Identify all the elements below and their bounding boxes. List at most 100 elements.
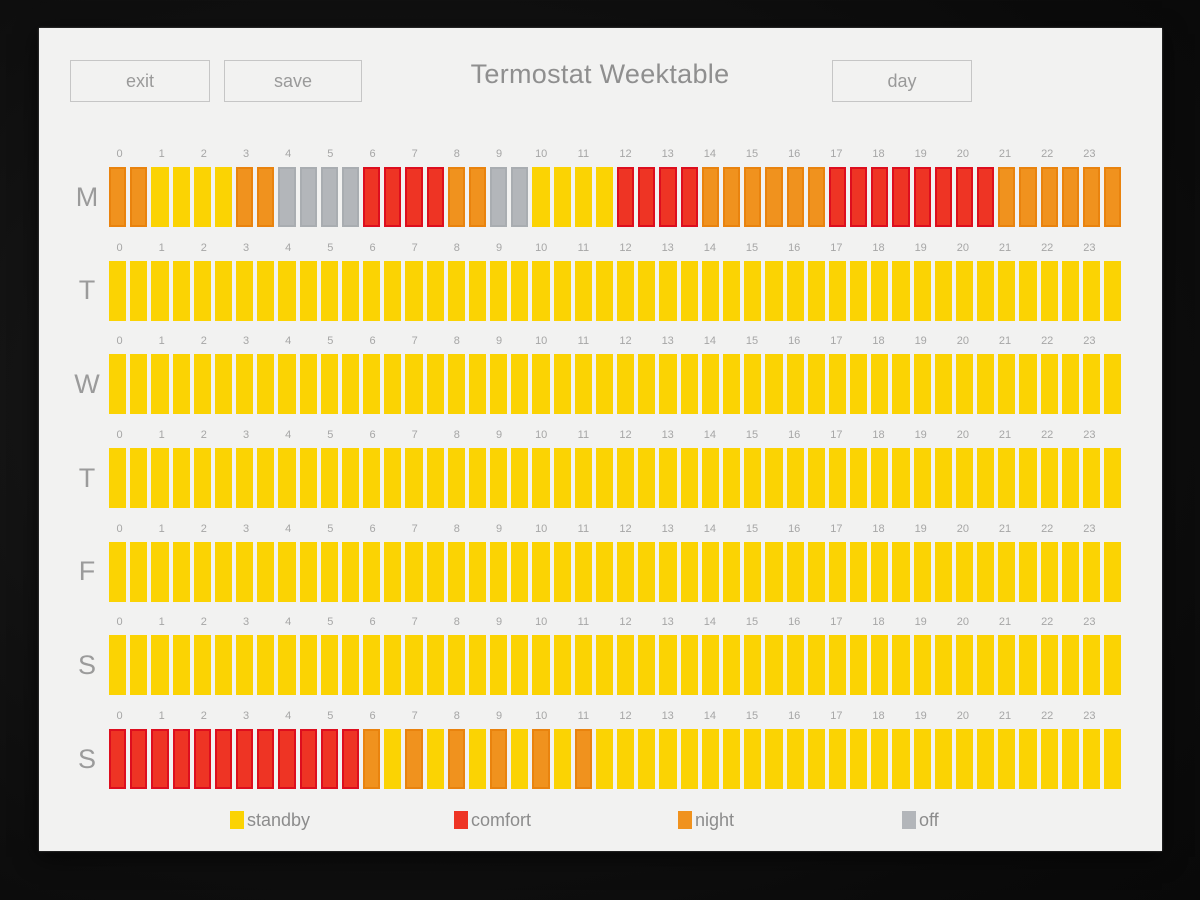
timeslot[interactable] [553, 354, 571, 415]
timeslot[interactable] [1082, 729, 1101, 790]
timeslot[interactable] [511, 354, 529, 415]
timeslot[interactable] [850, 260, 868, 321]
timeslot[interactable] [1019, 448, 1037, 509]
timeslot[interactable] [299, 167, 317, 227]
timeslot[interactable] [490, 167, 508, 227]
timeslot[interactable] [871, 541, 889, 602]
timeslot[interactable] [426, 448, 444, 509]
timeslot[interactable] [850, 354, 868, 415]
timeslot[interactable] [998, 260, 1016, 321]
timeslot[interactable] [299, 354, 317, 415]
timeslot[interactable] [1061, 167, 1079, 227]
timeslot[interactable] [511, 729, 529, 790]
timeslot[interactable] [913, 541, 931, 602]
timeslot[interactable] [934, 541, 952, 602]
timeslot[interactable] [913, 448, 931, 509]
timeslot[interactable] [1019, 541, 1037, 602]
timeslot[interactable] [320, 729, 338, 790]
timeslot[interactable] [871, 167, 889, 227]
timeslot[interactable] [955, 729, 974, 790]
timeslot[interactable] [236, 354, 254, 415]
timeslot[interactable] [744, 635, 762, 696]
timeslot[interactable] [955, 167, 974, 227]
timeslot[interactable] [193, 260, 211, 321]
timeslot[interactable] [765, 448, 783, 509]
timeslot[interactable] [680, 541, 698, 602]
timeslot[interactable] [257, 635, 275, 696]
timeslot[interactable] [638, 167, 656, 227]
timeslot[interactable] [574, 541, 592, 602]
timeslot[interactable] [998, 541, 1016, 602]
timeslot[interactable] [680, 448, 698, 509]
timeslot[interactable] [722, 635, 741, 696]
timeslot[interactable] [871, 729, 889, 790]
timeslot[interactable] [998, 354, 1016, 415]
timeslot[interactable] [214, 541, 233, 602]
timeslot[interactable] [532, 541, 550, 602]
timeslot[interactable] [913, 167, 931, 227]
timeslot[interactable] [955, 448, 974, 509]
timeslot[interactable] [299, 260, 317, 321]
timeslot[interactable] [595, 354, 614, 415]
timeslot[interactable] [426, 541, 444, 602]
timeslot[interactable] [532, 260, 550, 321]
timeslot[interactable] [892, 635, 910, 696]
timeslot[interactable] [722, 260, 741, 321]
timeslot[interactable] [595, 167, 614, 227]
timeslot[interactable] [236, 260, 254, 321]
timeslot[interactable] [786, 260, 804, 321]
timeslot[interactable] [744, 354, 762, 415]
timeslot[interactable] [447, 354, 465, 415]
timeslot[interactable] [807, 635, 825, 696]
timeslot[interactable] [701, 448, 719, 509]
timeslot[interactable] [786, 354, 804, 415]
timeslot[interactable] [1019, 729, 1037, 790]
timeslot[interactable] [384, 541, 402, 602]
timeslot[interactable] [977, 167, 995, 227]
timeslot[interactable] [257, 167, 275, 227]
timeslot[interactable] [722, 729, 741, 790]
timeslot[interactable] [828, 541, 847, 602]
timeslot[interactable] [511, 167, 529, 227]
timeslot[interactable] [363, 354, 381, 415]
timeslot[interactable] [299, 729, 317, 790]
timeslot[interactable] [722, 354, 741, 415]
timeslot[interactable] [553, 448, 571, 509]
timeslot[interactable] [786, 635, 804, 696]
timeslot[interactable] [405, 167, 423, 227]
timeslot[interactable] [977, 260, 995, 321]
timeslot[interactable] [638, 729, 656, 790]
timeslot[interactable] [1061, 729, 1079, 790]
timeslot[interactable] [426, 635, 444, 696]
timeslot[interactable] [532, 354, 550, 415]
timeslot[interactable] [193, 541, 211, 602]
timeslot[interactable] [574, 260, 592, 321]
timeslot[interactable] [384, 260, 402, 321]
timeslot[interactable] [553, 635, 571, 696]
timeslot[interactable] [934, 354, 952, 415]
timeslot[interactable] [109, 167, 127, 227]
timeslot[interactable] [765, 167, 783, 227]
timeslot[interactable] [172, 541, 190, 602]
timeslot[interactable] [341, 260, 360, 321]
timeslot[interactable] [659, 448, 677, 509]
timeslot[interactable] [892, 260, 910, 321]
timeslot[interactable] [638, 541, 656, 602]
timeslot[interactable] [955, 354, 974, 415]
timeslot[interactable] [341, 541, 360, 602]
timeslot[interactable] [214, 448, 233, 509]
timeslot[interactable] [807, 448, 825, 509]
timeslot[interactable] [130, 167, 148, 227]
timeslot[interactable] [786, 541, 804, 602]
timeslot[interactable] [807, 729, 825, 790]
timeslot[interactable] [151, 260, 169, 321]
timeslot[interactable] [934, 729, 952, 790]
timeslot[interactable] [892, 167, 910, 227]
timeslot[interactable] [871, 448, 889, 509]
timeslot[interactable] [320, 260, 338, 321]
timeslot[interactable] [701, 167, 719, 227]
timeslot[interactable] [595, 448, 614, 509]
timeslot[interactable] [1104, 167, 1122, 227]
timeslot[interactable] [320, 167, 338, 227]
timeslot[interactable] [765, 635, 783, 696]
